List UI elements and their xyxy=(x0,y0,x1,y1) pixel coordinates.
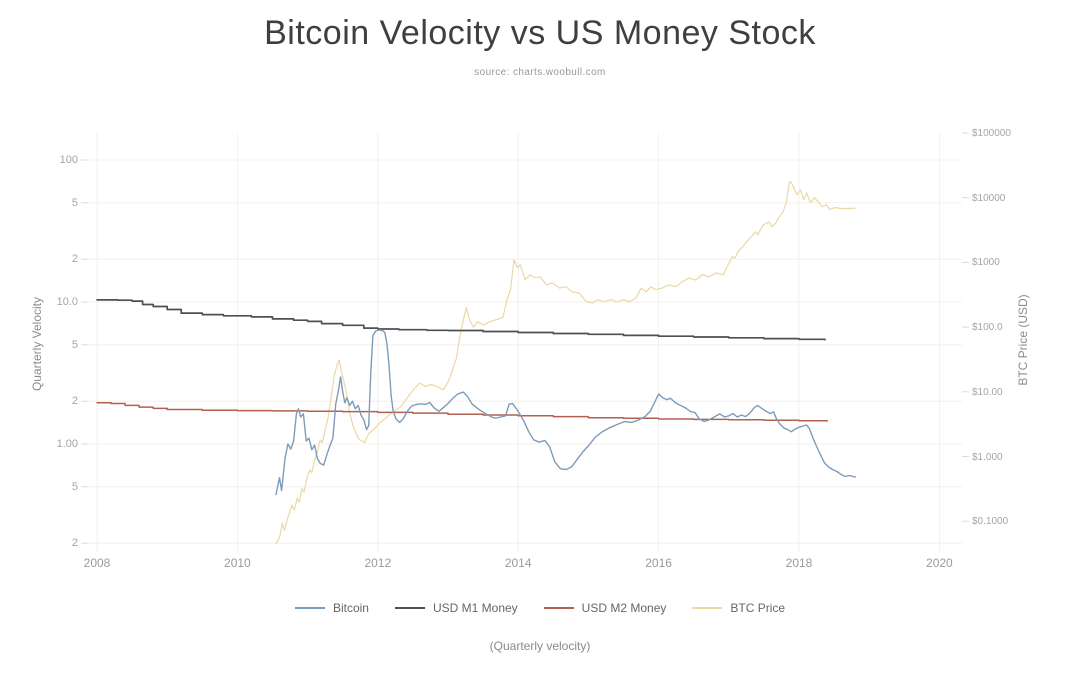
legend-item-usd-m1-money[interactable]: USD M1 Money xyxy=(394,601,518,615)
left-axis-tick-label: 100 xyxy=(59,154,78,166)
x-axis-tick-label: 2018 xyxy=(785,556,813,570)
left-axis-tick-label: 1.00 xyxy=(56,438,78,450)
legend-label: Bitcoin xyxy=(332,601,369,615)
m1-line-swatch-icon xyxy=(394,607,425,609)
btc-price-line-swatch-icon xyxy=(692,607,723,609)
series-line-bitcoin xyxy=(275,329,856,496)
series-line-usd-m1-money xyxy=(96,299,826,341)
source-credit: source: charts.woobull.com xyxy=(474,67,606,78)
left-axis-tick-label: 2 xyxy=(71,537,78,550)
x-axis-tick-label: 2020 xyxy=(926,556,953,570)
x-axis-tick-label: 2016 xyxy=(645,556,672,570)
left-axis-tick-label: 2 xyxy=(71,253,78,266)
left-axis-tick-label: 5 xyxy=(71,338,78,351)
left-axis-title: Quarterly Velocity xyxy=(30,296,44,392)
bitcoin-line-swatch-icon xyxy=(294,607,325,609)
left-axis-tick-label: 5 xyxy=(71,196,78,209)
left-axis-tick-label: 5 xyxy=(71,480,78,493)
right-axis-tick-label: $0.1000 xyxy=(972,516,1009,528)
x-axis-tick-label: 2010 xyxy=(224,556,251,570)
left-axis-tick-label: 10.0 xyxy=(56,296,78,308)
legend: Bitcoin USD M1 Money USD M2 Money BTC Pr… xyxy=(0,601,1080,615)
right-axis-tick-label: $1000 xyxy=(972,257,1000,269)
right-axis-tick-label: $100000 xyxy=(972,128,1011,139)
x-axis-tick-label: 2008 xyxy=(83,556,111,570)
series-line-usd-m2-money xyxy=(96,402,828,422)
x-axis-tick-label: 2014 xyxy=(504,556,532,570)
legend-item-bitcoin[interactable]: Bitcoin xyxy=(294,601,369,615)
m2-line-swatch-icon xyxy=(543,607,574,609)
legend-label: USD M1 Money xyxy=(432,601,518,615)
series-line-btc-price xyxy=(275,180,856,545)
right-axis-tick-label: $100.0 xyxy=(972,322,1003,334)
right-axis-title: BTC Price (USD) xyxy=(1016,294,1030,386)
legend-item-btc-price[interactable]: BTC Price xyxy=(692,601,785,615)
right-axis-tick-label: $10.00 xyxy=(972,386,1003,398)
legend-label: BTC Price xyxy=(730,601,786,615)
right-axis-tick-label: $10000 xyxy=(972,192,1006,204)
chart-caption: (Quarterly velocity) xyxy=(489,639,591,653)
legend-item-usd-m2-money[interactable]: USD M2 Money xyxy=(543,601,667,615)
x-axis-tick-label: 2012 xyxy=(364,556,392,570)
right-axis-tick-label: $1.000 xyxy=(972,451,1003,463)
page-title: Bitcoin Velocity vs US Money Stock xyxy=(264,14,816,52)
legend-label: USD M2 Money xyxy=(581,601,667,615)
left-axis-tick-label: 2 xyxy=(71,395,78,408)
